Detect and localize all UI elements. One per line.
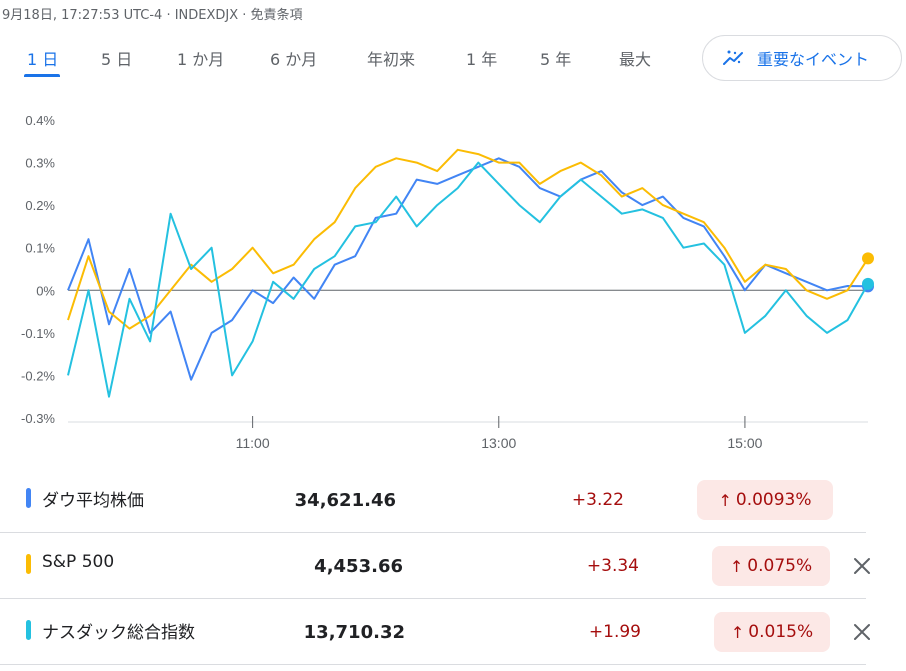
index-row[interactable]: ナスダック総合指数 13,710.32 +1.99 ↑ 0.015% — [0, 598, 870, 665]
percent-change-value: 0.0093% — [735, 490, 812, 510]
arrow-up-icon: ↑ — [718, 490, 732, 510]
tab-ytd[interactable]: 年初来 — [367, 50, 416, 69]
arrow-up-icon: ↑ — [730, 622, 745, 642]
percent-change-badge: ↑ 0.015% — [714, 612, 830, 652]
y-axis: 0.4% 0.3% 0.2% 0.1% 0% -0.1% -0.2% -0.3% — [21, 113, 868, 426]
series-lines — [67, 148, 874, 398]
chart-meta: 9月18日, 17:27:53 UTC-4 · INDEXDJX · 免責条項 — [2, 8, 303, 23]
series-color-swatch — [26, 620, 31, 640]
active-tab-indicator — [24, 74, 60, 77]
series-line-1 — [67, 148, 869, 330]
y-tick-label: 0.3% — [25, 156, 55, 171]
trend-sparkle-icon — [723, 50, 743, 65]
key-events-label: 重要なイベント — [757, 50, 870, 69]
row-divider — [0, 532, 866, 533]
index-value: 4,453.66 — [314, 556, 403, 577]
index-change: +3.22 — [571, 490, 624, 510]
tab-max[interactable]: 最大 — [619, 50, 652, 69]
index-row[interactable]: ダウ平均株価 34,621.46 +3.22 ↑ 0.0093% — [0, 466, 866, 533]
tab-6m[interactable]: 6 か月 — [270, 50, 318, 69]
tab-5y[interactable]: 5 年 — [540, 50, 572, 69]
series-color-swatch — [26, 554, 31, 574]
series-line-2 — [67, 161, 869, 398]
intraday-chart[interactable]: 0.4%0.3%0.2%0.1%0%-0.1%-0.2%-0.3% 11:00 1… — [0, 100, 906, 460]
close-icon[interactable] — [850, 554, 874, 578]
index-value: 13,710.32 — [303, 622, 405, 643]
series-end-dot-2 — [862, 277, 874, 290]
index-name: ナスダック総合指数 — [42, 623, 195, 643]
x-tick-label: 11:00 — [236, 435, 270, 451]
tab-1m[interactable]: 1 か月 — [177, 50, 225, 69]
percent-change-badge: ↑ 0.075% — [712, 546, 830, 586]
y-tick-label: -0.1% — [21, 326, 55, 341]
arrow-up-icon: ↑ — [729, 556, 744, 576]
percent-change-badge: ↑ 0.0093% — [697, 480, 833, 520]
index-name: S&P 500 — [42, 552, 115, 572]
x-tick-label: 13:00 — [481, 435, 516, 451]
close-icon[interactable] — [850, 620, 874, 644]
y-tick-label: -0.3% — [21, 411, 55, 426]
row-divider — [0, 664, 866, 665]
index-change: +1.99 — [588, 622, 641, 642]
tab-5d[interactable]: 5 日 — [101, 50, 133, 69]
tab-1d[interactable]: 1 日 — [27, 50, 59, 69]
row-divider — [0, 598, 866, 599]
y-tick-label: 0.1% — [25, 241, 55, 256]
x-axis: 11:00 13:00 15:00 — [236, 416, 763, 451]
y-tick-label: 0.2% — [25, 198, 55, 213]
index-value: 34,621.46 — [294, 490, 396, 511]
tab-1y[interactable]: 1 年 — [466, 50, 498, 69]
index-row[interactable]: S&P 500 4,453.66 +3.34 ↑ 0.075% — [0, 532, 870, 599]
percent-change-value: 0.015% — [748, 622, 814, 642]
y-tick-label: -0.2% — [21, 368, 55, 383]
series-end-dot-1 — [862, 252, 874, 265]
index-name: ダウ平均株価 — [42, 491, 144, 511]
key-events-button[interactable]: 重要なイベント — [702, 35, 902, 81]
y-tick-label: 0.4% — [25, 113, 55, 128]
x-tick-label: 15:00 — [727, 435, 762, 451]
y-tick-label: 0% — [36, 283, 55, 298]
series-line-0 — [67, 157, 869, 381]
percent-change-value: 0.075% — [747, 556, 813, 576]
index-change: +3.34 — [586, 556, 639, 576]
series-color-swatch — [26, 488, 31, 508]
